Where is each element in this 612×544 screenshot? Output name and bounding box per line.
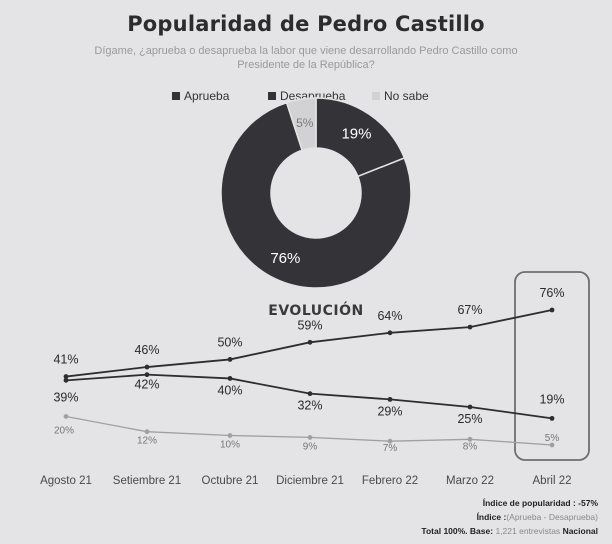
base-scope: Nacional xyxy=(562,526,598,536)
index-definition-line: Índice :(Aprueba - Desaprueba) xyxy=(421,510,598,524)
label-nosabe-7: 5% xyxy=(545,433,560,444)
point-desaprueba-1 xyxy=(63,374,69,379)
label-aprueba-7: 19% xyxy=(539,392,564,406)
x-tick-febrero-22: Febrero 22 xyxy=(362,475,418,487)
donut-slice-desaprueba xyxy=(220,101,412,289)
x-tick-marzo-22: Marzo 22 xyxy=(446,475,494,487)
x-tick-setiembre-21: Setiembre 21 xyxy=(113,475,181,487)
point-desaprueba-7 xyxy=(549,307,555,313)
line-chart-title: EVOLUCIÓN xyxy=(268,301,363,319)
donut-label-no-sabe: 5% xyxy=(296,116,314,130)
highlight-box xyxy=(514,271,590,461)
point-nosabe-4 xyxy=(307,434,313,440)
point-aprueba-5 xyxy=(387,396,393,402)
label-aprueba-5: 29% xyxy=(377,404,402,418)
point-aprueba-4 xyxy=(307,391,313,397)
total-text: Total 100%. xyxy=(421,526,468,536)
label-nosabe-5: 7% xyxy=(383,443,398,454)
point-aprueba-1 xyxy=(63,377,69,383)
point-desaprueba-5 xyxy=(387,330,393,336)
popularity-index-line: Índice de popularidad : -57% xyxy=(421,496,598,510)
x-tick-agosto-21: Agosto 21 xyxy=(40,475,92,487)
label-desaprueba-6: 67% xyxy=(457,303,482,317)
point-nosabe-3 xyxy=(227,433,233,438)
label-desaprueba-1: 41% xyxy=(53,353,78,367)
base-text: 1,221 entrevistas xyxy=(495,526,561,536)
index-definition-text: (Aprueba - Desaprueba) xyxy=(506,512,598,522)
label-nosabe-4: 9% xyxy=(303,441,318,452)
label-aprueba-1: 39% xyxy=(53,390,78,404)
label-desaprueba-2: 46% xyxy=(134,343,159,357)
point-aprueba-7 xyxy=(549,415,555,421)
x-tick-diciembre-21: Diciembre 21 xyxy=(276,475,344,487)
x-tick-octubre-21: Octubre 21 xyxy=(202,475,259,487)
chart-title: Popularidad de Pedro Castillo xyxy=(127,12,485,36)
legend-label-aprueba: Aprueba xyxy=(184,89,230,103)
label-nosabe-1: 20% xyxy=(54,425,74,436)
point-desaprueba-2 xyxy=(144,364,150,370)
point-desaprueba-3 xyxy=(227,357,233,362)
chart-footer: Índice de popularidad : -57% Índice :(Ap… xyxy=(421,496,598,538)
label-aprueba-6: 25% xyxy=(457,412,482,426)
label-nosabe-6: 8% xyxy=(463,441,478,452)
label-nosabe-3: 10% xyxy=(220,439,240,450)
base-label: Base: xyxy=(469,526,494,536)
point-desaprueba-6 xyxy=(467,324,473,330)
donut-label-desaprueba: 76% xyxy=(270,250,300,267)
point-nosabe-5 xyxy=(387,438,393,444)
label-nosabe-2: 12% xyxy=(137,436,157,447)
legend-swatch-no-sabe xyxy=(372,92,380,100)
sample-base-line: Total 100%. Base: 1,221 entrevistas Naci… xyxy=(421,524,598,538)
legend-label-no-sabe: No sabe xyxy=(384,89,429,103)
label-desaprueba-7: 76% xyxy=(539,286,564,300)
label-aprueba-3: 40% xyxy=(217,383,242,397)
point-aprueba-6 xyxy=(467,404,473,410)
donut-slice-no-sabe xyxy=(285,97,317,152)
legend-swatch-desaprueba xyxy=(268,92,276,100)
point-desaprueba-4 xyxy=(307,339,313,345)
label-aprueba-2: 42% xyxy=(134,378,159,392)
chart-subtitle: Dígame, ¿aprueba o desaprueba la labor q… xyxy=(94,45,518,71)
label-desaprueba-4: 59% xyxy=(297,318,322,332)
label-desaprueba-5: 64% xyxy=(377,309,402,323)
donut-label-aprueba: 19% xyxy=(341,125,371,142)
label-desaprueba-3: 50% xyxy=(217,335,242,349)
point-nosabe-7 xyxy=(549,442,555,448)
point-aprueba-3 xyxy=(227,376,233,381)
point-nosabe-2 xyxy=(144,429,150,435)
popularity-index-value: -57% xyxy=(578,498,598,508)
popularity-index-label: Índice de popularidad : xyxy=(482,498,576,508)
index-definition-label: Índice : xyxy=(476,512,507,522)
point-nosabe-6 xyxy=(467,436,473,442)
point-aprueba-2 xyxy=(144,372,150,378)
point-nosabe-1 xyxy=(63,414,69,419)
legend-swatch-aprueba xyxy=(172,92,180,100)
label-aprueba-4: 32% xyxy=(297,399,322,413)
x-tick-abril-22: Abril 22 xyxy=(533,475,572,487)
